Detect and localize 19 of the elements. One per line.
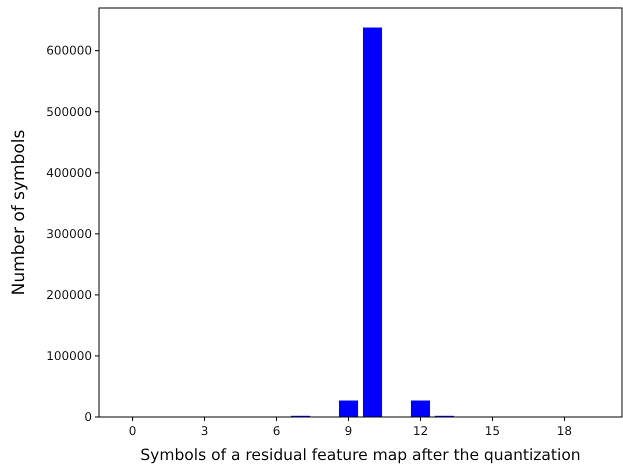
x-tick-label: 9 — [344, 424, 352, 438]
y-tick-label: 500000 — [46, 104, 92, 119]
bar — [410, 400, 430, 417]
y-axis-title: Number of symbols — [9, 129, 29, 296]
y-tick-label: 300000 — [46, 226, 92, 241]
bar — [338, 400, 358, 417]
y-tick-label: 600000 — [46, 44, 92, 58]
x-tick-label: 0 — [128, 424, 136, 438]
y-tick-label: 0 — [84, 410, 92, 424]
x-tick-label: 12 — [412, 424, 428, 438]
x-tick-label: 18 — [556, 424, 572, 438]
x-tick-label: 6 — [272, 424, 280, 438]
y-tick-label: 200000 — [46, 288, 92, 302]
x-axis-title: Symbols of a residual feature map after the quantization — [140, 446, 581, 464]
bar — [362, 28, 382, 417]
x-tick-label: 15 — [484, 424, 500, 438]
y-tick-label: 400000 — [46, 166, 92, 180]
y-tick-label: 100000 — [46, 348, 92, 363]
x-tick-label: 3 — [200, 424, 208, 438]
